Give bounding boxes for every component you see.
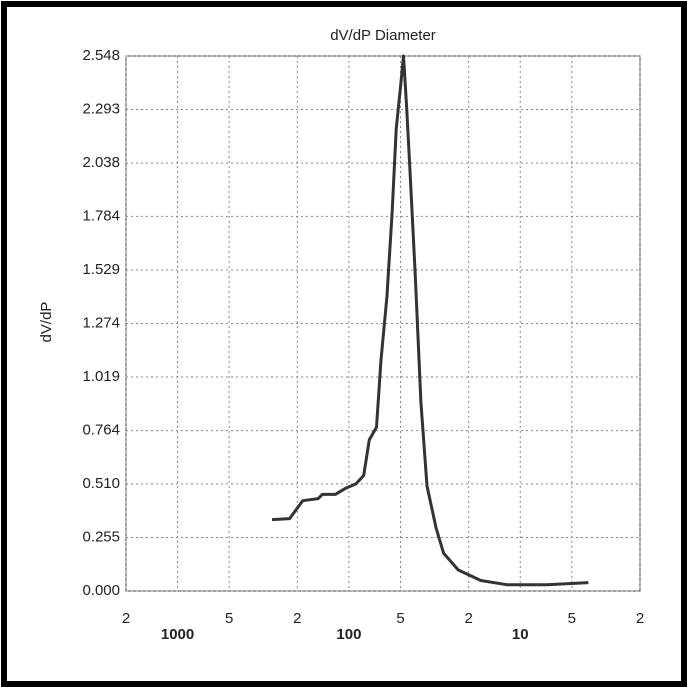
y-tick-label: 1.274 (82, 314, 120, 331)
x-tick-label: 2 (464, 610, 472, 627)
x-tick-label: 10 (512, 626, 529, 643)
y-tick-label: 0.510 (82, 475, 120, 492)
line (271, 54, 589, 587)
y-tick-label: 2.038 (82, 154, 120, 171)
x-tick-label: 100 (336, 626, 361, 643)
x-tick-label: 2 (636, 610, 644, 627)
x-tick-label: 1000 (161, 626, 194, 643)
x-tick-label: 2 (122, 610, 130, 627)
y-tick-label: 0.000 (82, 582, 120, 599)
y-tick-label: 1.529 (82, 261, 120, 278)
y-tick-label: 1.019 (82, 368, 120, 385)
y-tick-label: 1.784 (82, 207, 120, 224)
y-axis-label: dV/dP (38, 302, 55, 343)
y-tick-label: 2.548 (82, 47, 120, 64)
x-tick-label: 5 (568, 610, 576, 627)
y-tick-label: 0.764 (82, 422, 120, 439)
y-tick-label: 2.293 (82, 101, 120, 118)
x-tick-label: 5 (396, 610, 404, 627)
chart-title: dV/dP Diameter (330, 27, 436, 44)
x-tick-label: 2 (293, 610, 301, 627)
y-tick-label: 0.255 (82, 528, 120, 545)
x-tick-label: 5 (225, 610, 233, 627)
